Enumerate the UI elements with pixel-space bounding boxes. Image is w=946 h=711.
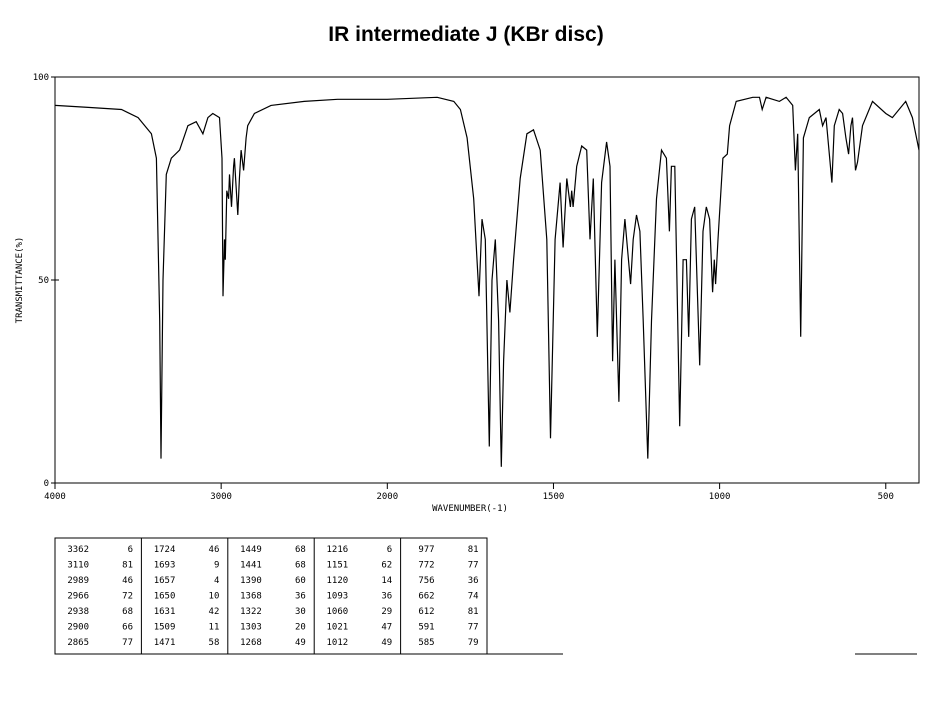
peak-transmittance: 30: [295, 607, 306, 617]
peak-wavenumber: 1449: [240, 545, 262, 555]
peak-wavenumber: 1650: [154, 592, 176, 602]
peak-wavenumber: 612: [418, 607, 434, 617]
peak-wavenumber: 2865: [67, 638, 89, 648]
peak-transmittance: 46: [209, 545, 220, 555]
y-axis-label: TRANSMITTANCE(%): [15, 237, 25, 324]
peak-transmittance: 81: [122, 561, 133, 571]
peak-wavenumber: 1268: [240, 638, 262, 648]
peak-wavenumber: 1441: [240, 561, 262, 571]
peak-transmittance: 36: [381, 592, 392, 602]
peak-transmittance: 68: [122, 607, 133, 617]
table-frame: [54, 537, 488, 655]
x-tick-label: 500: [878, 492, 894, 502]
peak-wavenumber: 1151: [327, 561, 349, 571]
x-tick-label: 1000: [709, 492, 731, 502]
peak-wavenumber: 1021: [327, 623, 349, 633]
peak-transmittance: 20: [295, 623, 306, 633]
peak-wavenumber: 1093: [327, 592, 349, 602]
peak-wavenumber: 1631: [154, 607, 176, 617]
peak-wavenumber: 2989: [67, 576, 89, 586]
peak-wavenumber: 3110: [67, 561, 89, 571]
peak-transmittance: 81: [468, 545, 479, 555]
peak-wavenumber: 591: [418, 623, 434, 633]
y-tick-label: 0: [44, 479, 49, 489]
peak-transmittance: 81: [468, 607, 479, 617]
peak-wavenumber: 977: [418, 545, 434, 555]
peak-transmittance: 36: [468, 576, 479, 586]
peak-wavenumber: 585: [418, 638, 434, 648]
x-tick-label: 1500: [543, 492, 565, 502]
peak-transmittance: 36: [295, 592, 306, 602]
peak-wavenumber: 2966: [67, 592, 89, 602]
x-tick-label: 3000: [210, 492, 232, 502]
peak-wavenumber: 2900: [67, 623, 89, 633]
peak-transmittance: 6: [387, 545, 392, 555]
peak-wavenumber: 1322: [240, 607, 262, 617]
x-axis-label: WAVENUMBER(-1): [432, 504, 508, 514]
peak-transmittance: 11: [209, 623, 220, 633]
peak-transmittance: 4: [214, 576, 219, 586]
peak-wavenumber: 1012: [327, 638, 349, 648]
peak-transmittance: 6: [128, 545, 133, 555]
peak-transmittance: 46: [122, 576, 133, 586]
peak-wavenumber: 1509: [154, 623, 176, 633]
peak-wavenumber: 3362: [67, 545, 89, 555]
peak-transmittance: 74: [468, 592, 479, 602]
peak-wavenumber: 662: [418, 592, 434, 602]
peak-wavenumber: 1060: [327, 607, 349, 617]
peak-transmittance: 66: [122, 623, 133, 633]
peak-wavenumber: 772: [418, 561, 434, 571]
peak-transmittance: 77: [468, 561, 479, 571]
peak-wavenumber: 1216: [327, 545, 349, 555]
peak-wavenumber: 2938: [67, 607, 89, 617]
peak-wavenumber: 1368: [240, 592, 262, 602]
peak-transmittance: 47: [381, 623, 392, 633]
spectrum-line: [54, 96, 920, 467]
peak-wavenumber: 1724: [154, 545, 176, 555]
x-tick-label: 2000: [376, 492, 398, 502]
peak-transmittance: 79: [468, 638, 479, 648]
peak-transmittance: 49: [295, 638, 306, 648]
peak-wavenumber: 756: [418, 576, 434, 586]
peak-transmittance: 10: [209, 592, 220, 602]
peak-wavenumber: 1390: [240, 576, 262, 586]
peak-transmittance: 58: [209, 638, 220, 648]
peak-transmittance: 29: [381, 607, 392, 617]
peak-transmittance: 68: [295, 545, 306, 555]
peak-transmittance: 49: [381, 638, 392, 648]
peak-transmittance: 62: [381, 561, 392, 571]
peak-transmittance: 14: [381, 576, 392, 586]
peak-wavenumber: 1693: [154, 561, 176, 571]
peak-transmittance: 77: [468, 623, 479, 633]
peak-transmittance: 9: [214, 561, 219, 571]
peak-wavenumber: 1471: [154, 638, 176, 648]
y-tick-label: 100: [33, 73, 49, 83]
peak-transmittance: 77: [122, 638, 133, 648]
chart-title: IR intermediate J (KBr disc): [328, 23, 603, 46]
peak-transmittance: 72: [122, 592, 133, 602]
peak-wavenumber: 1303: [240, 623, 262, 633]
y-tick-label: 50: [38, 276, 49, 286]
peak-transmittance: 42: [209, 607, 220, 617]
peak-transmittance: 60: [295, 576, 306, 586]
peak-wavenumber: 1120: [327, 576, 349, 586]
plot-frame: [54, 76, 920, 484]
x-tick-label: 4000: [44, 492, 66, 502]
peak-wavenumber: 1657: [154, 576, 176, 586]
peak-transmittance: 68: [295, 561, 306, 571]
